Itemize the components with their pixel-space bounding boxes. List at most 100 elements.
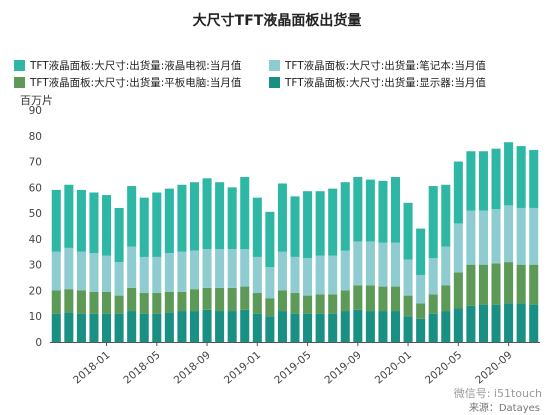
legend-item-tablet: TFT液晶面板:大尺寸:出货量:平板电脑:当月值 xyxy=(14,75,241,90)
bar-segment xyxy=(265,267,275,299)
bar-segment xyxy=(529,207,539,265)
bar-segment xyxy=(290,293,300,314)
bar-segment xyxy=(516,146,526,208)
bar-segment xyxy=(240,177,250,250)
bar-segment xyxy=(177,251,187,292)
bar-segment xyxy=(390,286,401,312)
legend-label-tv: TFT液晶面板:大尺寸:出货量:液晶电视:当月值 xyxy=(30,60,242,72)
bar-segment xyxy=(265,298,275,317)
y-tick-label: 80 xyxy=(29,131,42,143)
bar-segment xyxy=(202,249,212,288)
bar-segment xyxy=(240,286,250,310)
bar-segment xyxy=(127,186,137,247)
bar-segment xyxy=(177,184,187,252)
y-tick-label: 0 xyxy=(35,337,42,349)
legend-label-tablet: TFT液晶面板:大尺寸:出货量:平板电脑:当月值 xyxy=(30,77,242,89)
bar-segment xyxy=(365,241,375,286)
bar-segment xyxy=(114,295,124,314)
y-tick-label: 70 xyxy=(29,157,42,169)
bar-segment xyxy=(340,311,350,342)
y-tick-label: 60 xyxy=(29,182,42,194)
x-tick-label: 2019-09 xyxy=(322,349,363,386)
bar-segment xyxy=(202,309,212,342)
bar-segment xyxy=(139,197,149,257)
bar-segment xyxy=(378,242,388,287)
y-axis-unit-label: 百万片 xyxy=(20,94,53,107)
y-tick-label: 90 xyxy=(29,105,42,117)
bar-segment xyxy=(491,304,501,342)
bar-segment xyxy=(51,290,61,314)
legend-item-monitor: TFT液晶面板:大尺寸:出货量:显示器:当月值 xyxy=(269,75,486,90)
bar-segment xyxy=(315,191,325,256)
bar-segment xyxy=(227,287,237,312)
bar-segment xyxy=(340,290,350,312)
bar-segment xyxy=(139,313,149,342)
bar-segment xyxy=(277,183,287,252)
bar-segment xyxy=(189,289,200,312)
bar-segment xyxy=(240,309,250,342)
bar-segment xyxy=(64,312,74,342)
bar-segment xyxy=(152,192,162,257)
bar-segment xyxy=(516,264,526,304)
bar-segment xyxy=(378,286,388,312)
bar-segment xyxy=(428,294,438,314)
bar-segment xyxy=(303,295,313,314)
bar-segment xyxy=(416,318,426,342)
bar-segment xyxy=(102,195,112,256)
bar-segment xyxy=(504,303,514,342)
bar-segment xyxy=(215,287,225,312)
bar-segment xyxy=(51,189,61,252)
bar-segment xyxy=(177,291,187,312)
y-tick-label: 30 xyxy=(29,260,42,272)
bar-segment xyxy=(76,313,86,342)
bar-segment xyxy=(152,293,162,314)
bar-segment xyxy=(252,313,262,342)
bar-segment xyxy=(51,313,61,342)
watermark: 微信号: i51touch xyxy=(453,387,542,400)
bar-segment xyxy=(89,192,99,254)
bar-segment xyxy=(328,313,338,342)
bar-segment xyxy=(290,256,300,294)
bar-segment xyxy=(89,291,99,314)
bar-segment xyxy=(453,308,463,342)
bar-segment xyxy=(127,311,137,342)
bar-segment xyxy=(127,287,137,312)
x-tick-label: 2019-01 xyxy=(222,349,263,386)
bar-segment xyxy=(466,264,476,306)
bar-segment xyxy=(478,264,488,305)
legend-swatch-tablet xyxy=(14,77,25,88)
bar-segment xyxy=(303,258,313,296)
y-tick-label: 40 xyxy=(29,234,42,246)
bar-segment xyxy=(215,311,225,342)
legend-swatch-notebook xyxy=(269,60,280,71)
bar-segment xyxy=(164,188,174,254)
bar-segment xyxy=(252,293,262,314)
bar-segment xyxy=(491,209,501,264)
bar-segment xyxy=(504,205,514,263)
bar-segment xyxy=(290,313,300,342)
bar-segment xyxy=(353,241,363,286)
bar-segment xyxy=(466,210,476,265)
x-tick-label: 2020-05 xyxy=(423,349,464,386)
bar-segment xyxy=(529,304,539,342)
bar-segment xyxy=(365,311,375,342)
bar-segment xyxy=(152,313,162,342)
bar-segment xyxy=(215,182,225,250)
bar-segment xyxy=(114,313,124,342)
bar-segment xyxy=(76,251,86,291)
bar-segment xyxy=(403,202,413,260)
legend-swatch-monitor xyxy=(269,77,280,88)
bar-segment xyxy=(428,186,438,259)
bar-segment xyxy=(315,255,325,295)
source-note: 来源：Datayes xyxy=(468,403,540,414)
bar-segment xyxy=(529,264,539,305)
bar-segment xyxy=(340,250,350,291)
x-tick-label: 2020-01 xyxy=(373,349,414,386)
bar-segment xyxy=(403,295,413,317)
bar-segment xyxy=(390,311,401,342)
bar-segment xyxy=(290,196,300,257)
bar-segment xyxy=(89,313,99,342)
bar-segment xyxy=(529,149,539,208)
bar-segment xyxy=(416,228,426,275)
